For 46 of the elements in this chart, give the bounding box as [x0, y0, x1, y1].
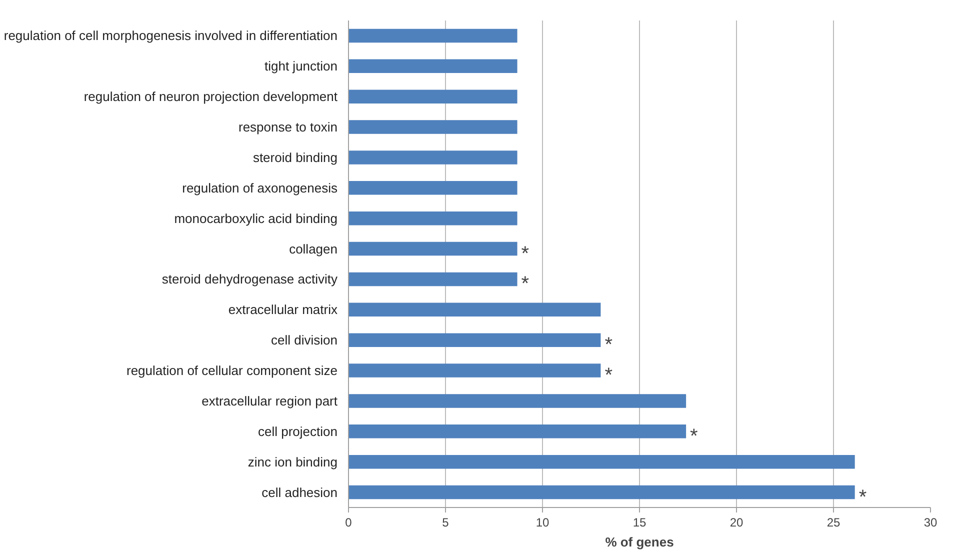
annotation: *: [604, 334, 613, 356]
annotation: *: [858, 486, 867, 508]
bar: [348, 364, 601, 378]
x-tick-label: 25: [826, 516, 840, 530]
y-tick-label: response to toxin: [238, 120, 338, 135]
x-tick-label: 30: [924, 516, 938, 530]
annotation: *: [690, 425, 698, 448]
bar: [348, 272, 518, 286]
bar: [348, 242, 518, 256]
x-axis-title: % of genes: [605, 534, 674, 550]
y-tick-label: regulation of neuron projection development: [84, 89, 338, 104]
bar: [348, 424, 686, 438]
bar: [348, 454, 855, 469]
y-tick-label: extracellular matrix: [228, 302, 338, 318]
y-tick-label: regulation of cell morphogenesis involved in differentiation: [4, 28, 338, 44]
y-tick-label: regulation of cellular component size: [126, 363, 338, 378]
x-tick-label: 5: [442, 516, 450, 530]
bar: [348, 120, 518, 134]
annotation: *: [521, 242, 530, 265]
bar: [348, 211, 518, 226]
bar: [348, 302, 601, 317]
annotation: *: [521, 273, 530, 296]
x-tick-label: 0: [345, 516, 352, 530]
x-tick-label: 20: [730, 516, 744, 530]
annotation: *: [604, 364, 613, 387]
y-tick-label: extracellular region part: [202, 393, 338, 408]
y-tick-label: cell projection: [258, 424, 338, 439]
bar: [348, 333, 601, 347]
bar: [348, 59, 518, 74]
y-tick-label: steroid binding: [252, 150, 338, 165]
bar: [348, 150, 518, 164]
y-tick-label: steroid dehydrogenase activity: [162, 272, 338, 287]
bar: [348, 28, 518, 43]
bar: [348, 394, 686, 408]
x-tick-label: 15: [632, 516, 646, 530]
y-tick-label: cell division: [271, 332, 338, 348]
bar: [348, 485, 855, 500]
y-tick-label: cell adhesion: [262, 484, 338, 500]
y-tick-label: regulation of axonogenesis: [182, 180, 338, 196]
y-tick-label: monocarboxylic acid binding: [174, 210, 338, 226]
bar: [348, 181, 518, 195]
y-tick-label: collagen: [289, 241, 338, 256]
y-tick-label: tight junction: [264, 58, 338, 74]
x-tick-label: 10: [536, 516, 550, 530]
y-tick-label: zinc ion binding: [248, 454, 338, 470]
bar: [348, 90, 518, 104]
